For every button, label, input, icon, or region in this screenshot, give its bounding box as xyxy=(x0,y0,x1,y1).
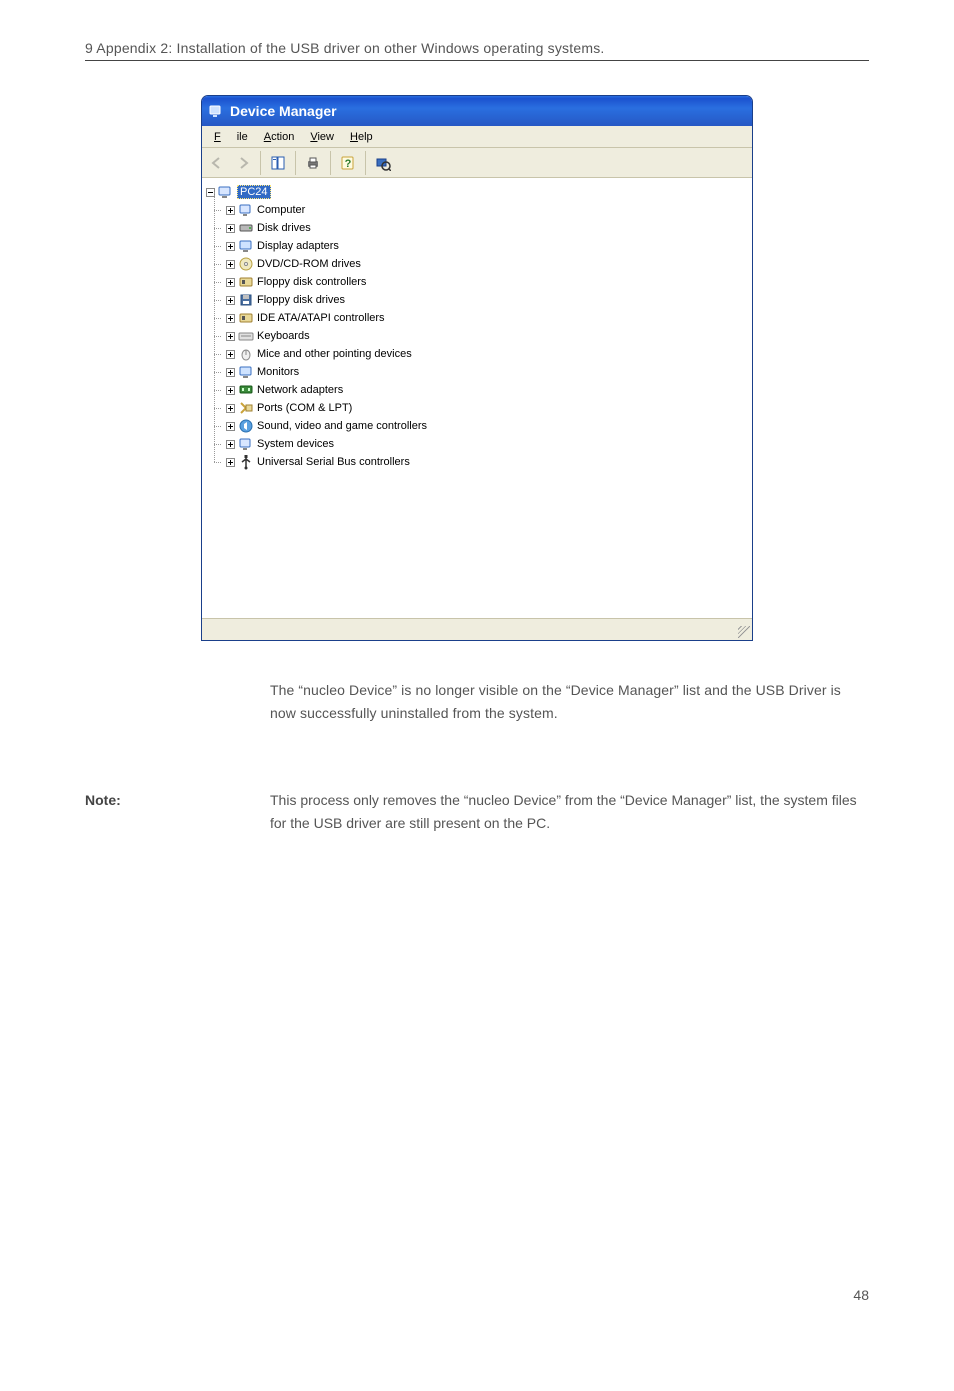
tree-node-label: Disk drives xyxy=(257,222,311,234)
expand-icon[interactable] xyxy=(226,224,235,233)
monitor-icon xyxy=(238,364,254,380)
tree-node-label: Sound, video and game controllers xyxy=(257,420,427,432)
note-label: Note: xyxy=(85,789,270,835)
tree-node[interactable]: Monitors xyxy=(202,363,752,381)
expand-icon[interactable] xyxy=(226,404,235,413)
tree-node[interactable]: System devices xyxy=(202,435,752,453)
tree-node[interactable]: Keyboards xyxy=(202,327,752,345)
tree-node-label: Display adapters xyxy=(257,240,339,252)
expand-icon[interactable] xyxy=(226,296,235,305)
page-header: 9 Appendix 2: Installation of the USB dr… xyxy=(85,40,869,61)
network-icon xyxy=(238,382,254,398)
back-button[interactable] xyxy=(205,151,229,175)
display-icon xyxy=(238,238,254,254)
separator xyxy=(260,151,261,175)
tree-node[interactable]: Computer xyxy=(202,201,752,219)
expand-icon[interactable] xyxy=(226,332,235,341)
tree-node[interactable]: Mice and other pointing devices xyxy=(202,345,752,363)
tree-node-label: System devices xyxy=(257,438,334,450)
expand-icon[interactable] xyxy=(226,386,235,395)
separator xyxy=(330,151,331,175)
expand-icon[interactable] xyxy=(226,260,235,269)
separator xyxy=(295,151,296,175)
cd-icon xyxy=(238,256,254,272)
expand-icon[interactable] xyxy=(226,242,235,251)
tree-node-label: Monitors xyxy=(257,366,299,378)
tree-node-label: Universal Serial Bus controllers xyxy=(257,456,410,468)
tree-node-label: IDE ATA/ATAPI controllers xyxy=(257,312,385,324)
scan-hardware-button[interactable] xyxy=(371,151,395,175)
print-button[interactable] xyxy=(301,151,325,175)
tree-node[interactable]: Universal Serial Bus controllers xyxy=(202,453,752,471)
note-row: Note: This process only removes the “nuc… xyxy=(85,789,869,835)
tree-node[interactable]: Ports (COM & LPT) xyxy=(202,399,752,417)
forward-button[interactable] xyxy=(231,151,255,175)
tree-node[interactable]: IDE ATA/ATAPI controllers xyxy=(202,309,752,327)
expand-icon[interactable] xyxy=(226,368,235,377)
tree-node[interactable]: DVD/CD-ROM drives xyxy=(202,255,752,273)
tree-node-label: Floppy disk controllers xyxy=(257,276,366,288)
tree-node-label: Floppy disk drives xyxy=(257,294,345,306)
statusbar xyxy=(202,618,752,640)
menu-file[interactable]: File xyxy=(206,129,256,145)
tree-node[interactable]: Disk drives xyxy=(202,219,752,237)
page-number: 48 xyxy=(853,1287,869,1303)
help-button[interactable]: ? xyxy=(336,151,360,175)
toolbar: ? xyxy=(202,148,752,178)
port-icon xyxy=(238,400,254,416)
tree-node-label: DVD/CD-ROM drives xyxy=(257,258,361,270)
separator xyxy=(365,151,366,175)
expand-icon[interactable] xyxy=(226,458,235,467)
ctrl-icon xyxy=(238,310,254,326)
menu-action[interactable]: Action xyxy=(256,129,303,145)
tree-view[interactable]: PC24 Computer Disk drives Display adapters… xyxy=(202,178,752,618)
menubar: File Action View Help xyxy=(202,126,752,148)
tree-node-label: Keyboards xyxy=(257,330,310,342)
tree-node[interactable]: Floppy disk drives xyxy=(202,291,752,309)
disk-icon xyxy=(238,220,254,236)
computer-icon xyxy=(238,202,254,218)
ctrl-icon xyxy=(238,274,254,290)
window-title: Device Manager xyxy=(230,103,337,119)
expand-icon[interactable] xyxy=(226,206,235,215)
device-manager-window: Device Manager File Action View Help ? xyxy=(201,95,753,641)
menu-view[interactable]: View xyxy=(302,129,342,145)
tree-root[interactable]: PC24 xyxy=(202,183,752,201)
keyboard-icon xyxy=(238,328,254,344)
expand-icon[interactable] xyxy=(226,422,235,431)
tree-node[interactable]: Display adapters xyxy=(202,237,752,255)
tree-node[interactable]: Network adapters xyxy=(202,381,752,399)
floppy-icon xyxy=(238,292,254,308)
usb-icon xyxy=(238,454,254,470)
system-icon xyxy=(238,436,254,452)
svg-text:?: ? xyxy=(345,158,352,170)
body-paragraph: The “nucleo Device” is no longer visible… xyxy=(270,679,869,725)
computer-root-icon xyxy=(218,184,234,200)
tree-node[interactable]: Sound, video and game controllers xyxy=(202,417,752,435)
note-body: This process only removes the “nucleo De… xyxy=(270,789,869,835)
titlebar[interactable]: Device Manager xyxy=(202,96,752,126)
expand-icon[interactable] xyxy=(226,314,235,323)
monitor-icon xyxy=(208,103,224,119)
mouse-icon xyxy=(238,346,254,362)
expand-icon[interactable] xyxy=(226,440,235,449)
tree-node-label: Mice and other pointing devices xyxy=(257,348,412,360)
tree-root-label: PC24 xyxy=(237,185,271,199)
properties-button[interactable] xyxy=(266,151,290,175)
tree-node-label: Ports (COM & LPT) xyxy=(257,402,352,414)
expand-icon[interactable] xyxy=(226,278,235,287)
menu-help[interactable]: Help xyxy=(342,129,381,145)
expand-icon[interactable] xyxy=(226,350,235,359)
tree-node-label: Computer xyxy=(257,204,305,216)
tree-node-label: Network adapters xyxy=(257,384,343,396)
sound-icon xyxy=(238,418,254,434)
tree-node[interactable]: Floppy disk controllers xyxy=(202,273,752,291)
